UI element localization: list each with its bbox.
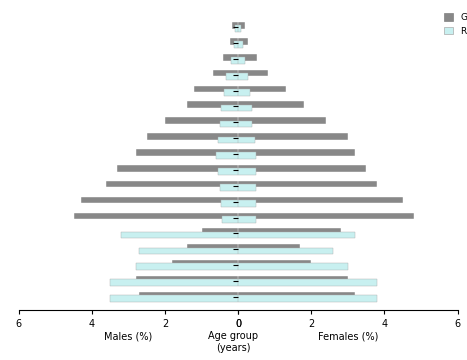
Bar xyxy=(194,86,238,92)
Bar xyxy=(121,232,238,238)
Bar xyxy=(238,181,377,188)
Bar xyxy=(218,136,238,143)
Bar xyxy=(172,260,238,267)
Bar xyxy=(238,244,300,251)
Bar xyxy=(230,38,238,45)
Bar xyxy=(238,229,340,235)
Bar xyxy=(238,260,311,267)
Bar xyxy=(187,244,238,251)
Bar xyxy=(147,133,238,140)
Bar xyxy=(238,264,348,270)
Bar xyxy=(136,149,238,156)
Bar xyxy=(238,184,256,191)
Bar xyxy=(238,152,256,159)
Bar xyxy=(226,73,238,80)
Bar xyxy=(140,292,238,298)
X-axis label: Females (%): Females (%) xyxy=(318,332,378,341)
Bar xyxy=(238,279,377,286)
Bar xyxy=(220,184,238,191)
Bar xyxy=(202,229,238,235)
Bar xyxy=(110,279,238,286)
Bar xyxy=(238,117,326,124)
Bar xyxy=(118,165,238,172)
Bar xyxy=(238,136,255,143)
Bar xyxy=(220,200,238,207)
Bar xyxy=(224,89,238,96)
Bar xyxy=(238,168,256,175)
Bar xyxy=(238,295,377,302)
Bar xyxy=(238,149,355,156)
Bar xyxy=(220,105,238,112)
Bar xyxy=(238,102,304,108)
Bar xyxy=(238,26,241,32)
Bar xyxy=(238,70,268,76)
Text: Age group
(years): Age group (years) xyxy=(208,331,259,353)
Bar xyxy=(238,197,403,203)
Bar xyxy=(238,105,252,112)
Bar xyxy=(238,200,256,207)
Bar xyxy=(216,152,238,159)
Bar xyxy=(136,264,238,270)
Bar xyxy=(140,248,238,254)
Bar xyxy=(238,232,355,238)
Bar xyxy=(238,216,256,222)
Bar xyxy=(238,133,348,140)
Bar xyxy=(234,41,238,48)
Bar xyxy=(238,292,355,298)
Bar xyxy=(238,73,248,80)
Bar xyxy=(238,121,252,127)
Bar xyxy=(238,276,348,283)
Bar xyxy=(238,165,366,172)
Bar xyxy=(212,70,238,76)
Bar xyxy=(218,168,238,175)
Bar xyxy=(81,197,238,203)
Bar xyxy=(238,89,250,96)
Bar xyxy=(238,38,248,45)
Bar xyxy=(238,22,246,29)
Bar xyxy=(106,181,238,188)
Bar xyxy=(232,22,238,29)
Bar xyxy=(238,57,246,64)
Bar xyxy=(238,86,286,92)
X-axis label: Males (%): Males (%) xyxy=(104,332,153,341)
Bar xyxy=(238,212,414,219)
Bar xyxy=(222,216,238,222)
Bar xyxy=(136,276,238,283)
Bar xyxy=(223,54,238,60)
Bar xyxy=(74,212,238,219)
Bar xyxy=(235,26,238,32)
Bar xyxy=(238,248,333,254)
Bar xyxy=(220,121,238,127)
Bar xyxy=(187,102,238,108)
Bar xyxy=(231,57,238,64)
Bar xyxy=(110,295,238,302)
Bar xyxy=(238,54,257,60)
Bar xyxy=(165,117,238,124)
Legend: Greater Darwin, Rest of NT: Greater Darwin, Rest of NT xyxy=(444,13,467,36)
Bar xyxy=(238,41,243,48)
